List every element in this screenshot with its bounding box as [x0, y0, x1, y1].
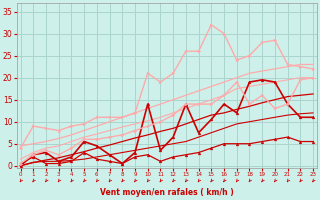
X-axis label: Vent moyen/en rafales ( km/h ): Vent moyen/en rafales ( km/h )	[100, 188, 234, 197]
